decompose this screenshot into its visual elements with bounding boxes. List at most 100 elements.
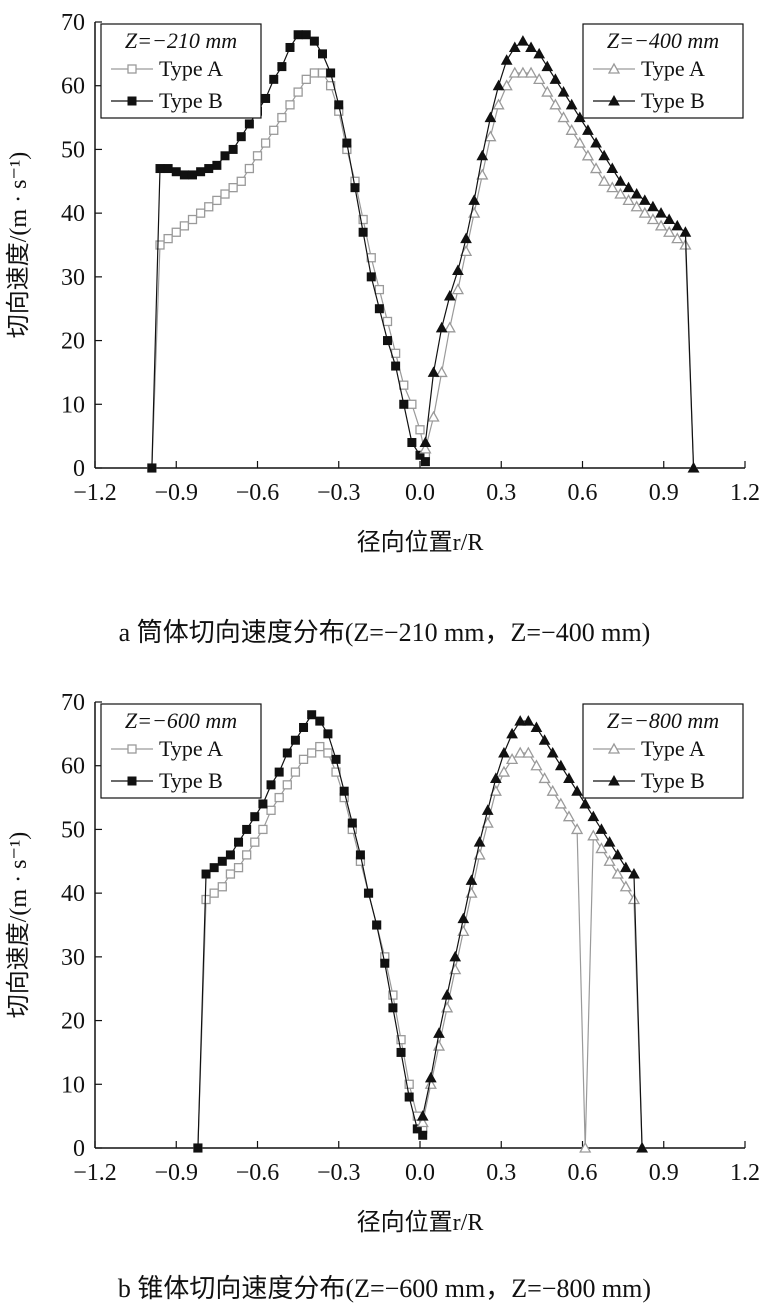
chart-b-legend-marker	[608, 774, 620, 786]
chart-a-series-line	[151, 72, 427, 469]
chart-a-data-point	[589, 162, 603, 174]
chart-b-data-point	[416, 1116, 429, 1128]
chart-a-data-point	[647, 200, 659, 212]
chart-a-data-point	[260, 138, 271, 148]
chart-a-legend-marker	[127, 64, 137, 74]
chart-a-data-point	[220, 151, 230, 161]
chart-a-legend-label: Type B	[641, 88, 705, 113]
chart-a-data-point	[301, 74, 311, 84]
chart-a-data-point	[590, 137, 602, 148]
chart-a-y-tick-label: 0	[73, 456, 85, 482]
chart-b-data-point	[233, 863, 244, 873]
chart-b-data-point	[396, 1047, 406, 1057]
chart-a-data-point	[228, 144, 238, 154]
chart-a-data-point	[500, 79, 513, 91]
chart-a-x-tick-label: −0.6	[236, 480, 280, 506]
chart-a-y-tick-label: 70	[61, 10, 85, 36]
chart-a-data-point	[277, 112, 287, 123]
chart-b-data-point	[250, 837, 260, 847]
chart-b-data-point	[587, 829, 600, 841]
chart-b-series-0	[193, 741, 428, 1153]
chart-b-data-point	[274, 767, 284, 777]
chart-b-x-tick-label: 0.9	[649, 1160, 679, 1186]
chart-b-legend-marker	[127, 744, 137, 754]
chart-a-data-point	[533, 47, 546, 59]
chart-b-data-point	[611, 848, 624, 860]
chart-a-data-point	[671, 232, 684, 244]
chart-b-legend-marker	[127, 776, 137, 786]
chart-a-data-point	[443, 289, 456, 301]
chart-a-data-point	[236, 132, 246, 142]
chart-a-data-point	[204, 164, 214, 174]
chart-a-data-point	[476, 168, 489, 180]
chart-b-data-point	[266, 780, 276, 790]
chart-a-y-axis-label: 切向速度/(m · s⁻¹)	[5, 152, 32, 339]
chart-b-data-point	[323, 748, 333, 758]
chart-a-y-tick-label: 60	[61, 74, 85, 100]
chart-a-data-point	[565, 98, 578, 110]
chart-a-series-0	[147, 68, 431, 473]
chart-b-data-point	[412, 1124, 422, 1134]
chart-a-series-2	[419, 66, 700, 473]
chart-b-data-point	[201, 894, 211, 905]
chart-b-data-point	[266, 805, 276, 815]
chart-b-legend-marker	[607, 742, 621, 754]
chart-a-data-point	[220, 189, 230, 199]
chart-b-series-line	[197, 745, 424, 1149]
chart-b-data-point	[258, 799, 268, 809]
chart-a-data-point	[325, 81, 336, 91]
chart-a-data-point	[277, 62, 287, 72]
chart-b-data-point	[217, 882, 227, 892]
chart-b-data-point	[242, 824, 252, 834]
chart-b-data-point	[538, 734, 551, 745]
chart-a-data-point	[309, 36, 319, 46]
chart-b-data-point	[372, 920, 382, 930]
chart-a-data-point	[654, 219, 668, 231]
chart-b-data-point	[225, 869, 236, 879]
chart-a-legend-title: Z=−210 mm	[125, 28, 237, 53]
chart-a-data-point	[565, 123, 578, 135]
chart-a-data-point	[492, 98, 505, 110]
chart-a-legend-label: Type A	[159, 56, 223, 81]
chart-b-y-tick-label: 20	[61, 1009, 85, 1035]
chart-a-data-point	[228, 183, 238, 193]
chart-a-data-point	[687, 461, 700, 473]
chart-b-data-point	[562, 810, 576, 822]
chart-b-data-point	[258, 824, 268, 835]
chart-b-data-point	[514, 715, 527, 726]
chart-b-data-point	[595, 842, 608, 854]
chart-b-data-point	[364, 888, 374, 898]
chart-a-data-point	[484, 130, 497, 142]
chart-b-x-tick-label: 0.6	[568, 1160, 598, 1186]
chart-b-data-point	[193, 1143, 203, 1153]
chart-b-data-point	[530, 759, 543, 771]
chart-a-data-point	[244, 163, 255, 174]
chart-a-data-point	[318, 49, 327, 59]
chart-a-data-point	[517, 35, 529, 46]
chart-b-y-tick-label: 30	[61, 945, 85, 971]
chart-b-data-point	[579, 797, 592, 809]
chart-a-data-point	[285, 100, 295, 110]
chart-a-data-point	[655, 207, 667, 218]
chart-b-data-point	[530, 721, 543, 732]
chart-b-data-point	[628, 867, 640, 879]
chart-a-data-point	[598, 149, 611, 161]
chart-b-data-point	[290, 767, 301, 777]
chart-a-data-point	[598, 174, 611, 186]
chart-a-data-point	[638, 194, 651, 205]
chart-a-data-point	[399, 380, 409, 390]
chart-a-data-point	[171, 227, 181, 237]
chart-b-data-point	[274, 792, 284, 803]
chart-a-x-tick-label: −1.2	[73, 480, 117, 506]
chart-b-data-point	[331, 754, 341, 764]
chart-b-x-tick-label: −1.2	[73, 1160, 117, 1186]
chart-b-x-tick-label: 0.3	[486, 1160, 516, 1186]
chart-b-legend-right: Z=−800 mm Type A Type B	[582, 703, 744, 799]
chart-b-data-point	[522, 715, 535, 726]
chart-b-x-tick-label: −0.3	[317, 1160, 361, 1186]
chart-a-data-point	[476, 149, 489, 161]
chart-a-data-point	[293, 87, 303, 97]
chart-b-data-point	[355, 850, 365, 860]
chart-a-data-point	[334, 100, 344, 110]
chart-b-data-point	[506, 727, 518, 739]
